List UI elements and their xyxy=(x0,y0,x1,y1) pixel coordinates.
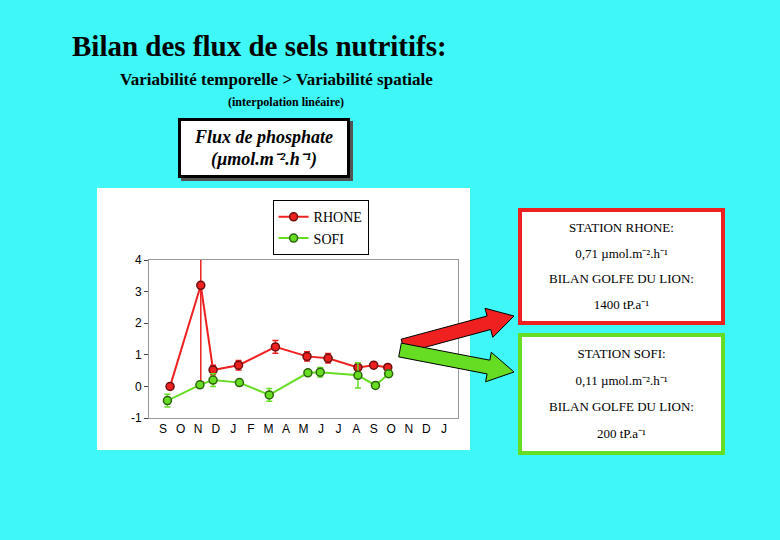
html-text:(interpolation linéaire): (interpolation linéaire) xyxy=(228,95,345,109)
svg-text:D: D xyxy=(211,422,220,436)
svg-text:J: J xyxy=(230,422,236,436)
svg-text:-1: -1 xyxy=(131,411,142,425)
svg-text:F: F xyxy=(247,422,254,436)
html-text:STATION RHONE:: STATION RHONE: xyxy=(569,220,674,236)
svg-text:2: 2 xyxy=(135,316,142,330)
html-text:BILAN GOLFE DU LION:: BILAN GOLFE DU LION: xyxy=(549,398,694,414)
svg-text:4: 4 xyxy=(135,253,142,267)
svg-text:O: O xyxy=(176,422,185,436)
svg-text:A: A xyxy=(282,422,290,436)
html-text:BILAN GOLFE DU LION:: BILAN GOLFE DU LION: xyxy=(549,270,694,286)
svg-text:O: O xyxy=(387,422,396,436)
svg-text:0: 0 xyxy=(135,380,142,394)
html-text:Bilan des flux de sels nutriti: Bilan des flux de sels nutritifs: xyxy=(72,30,447,62)
svg-text:J: J xyxy=(318,422,324,436)
html-text:200 tP.a⁻¹: 200 tP.a⁻¹ xyxy=(597,426,646,442)
svg-text:M: M xyxy=(263,422,273,436)
svg-text:M: M xyxy=(299,422,309,436)
svg-text:J: J xyxy=(336,422,342,436)
svg-text:SOFI: SOFI xyxy=(314,232,345,247)
svg-text:N: N xyxy=(405,422,414,436)
html-text:0,11 µmol.m⁻².h⁻¹: 0,11 µmol.m⁻².h⁻¹ xyxy=(575,373,668,389)
html-text:Flux de phosphate: Flux de phosphate xyxy=(195,127,333,147)
svg-text:1: 1 xyxy=(135,348,142,362)
svg-text:S: S xyxy=(370,422,378,436)
svg-text:J: J xyxy=(441,422,447,436)
html-text:1400 tP.a⁻¹: 1400 tP.a⁻¹ xyxy=(593,296,650,312)
svg-text:A: A xyxy=(352,422,360,436)
svg-text:N: N xyxy=(194,422,203,436)
svg-text:D: D xyxy=(422,422,431,436)
svg-text:RHONE: RHONE xyxy=(314,210,362,225)
svg-text:3: 3 xyxy=(135,285,142,299)
html-text:0,71 µmol.m⁻².h⁻¹: 0,71 µmol.m⁻².h⁻¹ xyxy=(575,246,668,262)
html-text:(µmol.m⁻².h⁻¹): (µmol.m⁻².h⁻¹) xyxy=(210,149,318,169)
svg-text:S: S xyxy=(159,422,167,436)
html-text:Variabilité temporelle > Varia: Variabilité temporelle > Variabilité spa… xyxy=(120,70,433,89)
html-text:STATION SOFI:: STATION SOFI: xyxy=(577,345,666,361)
